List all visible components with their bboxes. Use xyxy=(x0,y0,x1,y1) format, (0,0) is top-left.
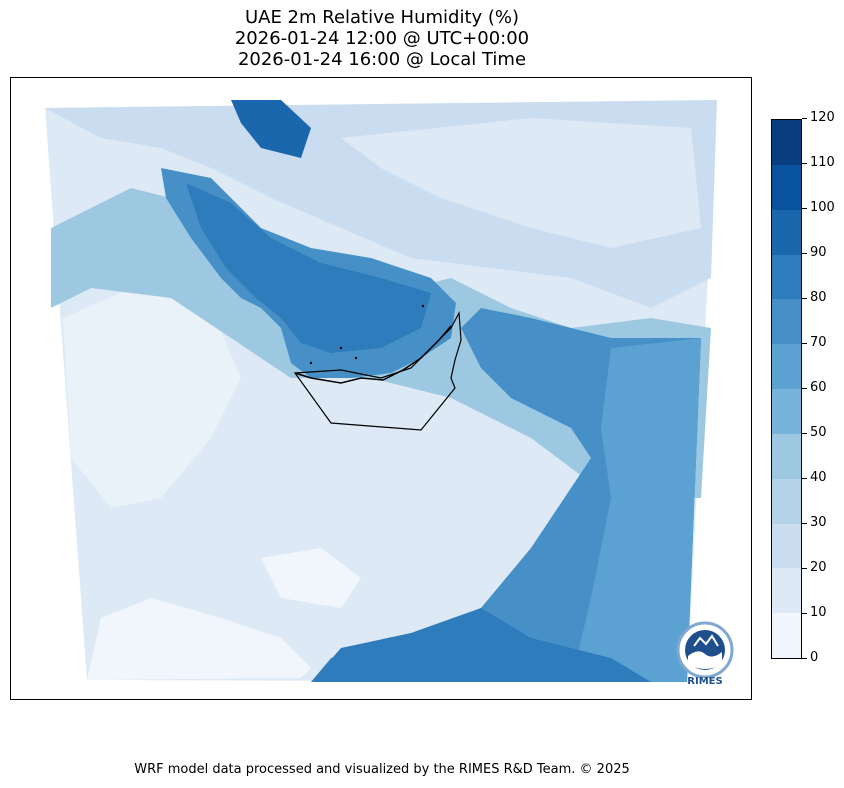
colorbar-tick-label: 110 xyxy=(810,155,835,170)
island-marker xyxy=(309,361,313,365)
colorbar-band xyxy=(772,298,801,345)
north-tip-humid xyxy=(231,100,311,158)
north-zone-light xyxy=(341,118,701,248)
colorbar-tick xyxy=(802,388,807,389)
colorbar-tick xyxy=(802,208,807,209)
credit-line: WRF model data processed and visualized … xyxy=(134,762,630,777)
colorbar-tick-label: 10 xyxy=(810,605,827,620)
title-line-2: 2026-01-24 12:00 @ UTC+00:00 xyxy=(234,28,530,49)
colorbar-tick-label: 50 xyxy=(810,425,827,440)
colorbar-band xyxy=(772,478,801,524)
colorbar-tick xyxy=(802,658,807,659)
colorbar-tick xyxy=(802,478,807,479)
colorbar-tick-label: 100 xyxy=(810,200,835,215)
gulf-core xyxy=(186,183,431,353)
title-line-1: UAE 2m Relative Humidity (%) xyxy=(244,7,520,28)
colorbar-tick-label: 40 xyxy=(810,470,827,485)
colorbar-band xyxy=(772,254,801,300)
colorbar-tick xyxy=(802,343,807,344)
colorbar-tick-label: 120 xyxy=(810,110,835,125)
colorbar-band xyxy=(772,164,801,210)
island-marker xyxy=(421,304,425,308)
colorbar-tick xyxy=(802,433,807,434)
colorbar-tick xyxy=(802,118,807,119)
colorbar-band xyxy=(772,523,801,569)
colorbar-band xyxy=(772,119,801,165)
colorbar-tick-label: 70 xyxy=(810,335,827,350)
colorbar-band xyxy=(772,343,801,389)
map-panel[interactable] xyxy=(10,77,752,700)
colorbar-band xyxy=(772,388,801,434)
south-coast-humid xyxy=(311,608,651,682)
uae-border xyxy=(293,310,462,431)
colorbar-tick xyxy=(802,298,807,299)
colorbar-tick xyxy=(802,523,807,524)
rimes-logo-text: RIMES xyxy=(687,676,723,687)
dry-zone-central xyxy=(261,548,361,608)
dry-zone-west xyxy=(63,288,241,508)
colorbar-tick xyxy=(802,568,807,569)
rimes-logo: RIMES xyxy=(668,620,742,692)
sea-offshore xyxy=(571,338,701,682)
colorbar-band xyxy=(772,567,801,614)
colorbar xyxy=(771,119,802,659)
colorbar-tick xyxy=(802,163,807,164)
colorbar-tick-label: 30 xyxy=(810,515,827,530)
rimes-emblem-icon xyxy=(676,621,734,679)
colorbar-band xyxy=(772,612,801,658)
title-line-3: 2026-01-24 16:00 @ Local Time xyxy=(237,49,527,70)
colorbar-tick xyxy=(802,613,807,614)
colorbar-tick-label: 0 xyxy=(810,650,819,665)
colorbar-tick-label: 80 xyxy=(810,290,827,305)
humidity-map xyxy=(45,100,717,682)
uae-coast xyxy=(294,325,452,384)
colorbar-tick xyxy=(802,253,807,254)
colorbar-band xyxy=(772,209,801,255)
dry-zone-south xyxy=(87,598,311,680)
colorbar-tick-label: 20 xyxy=(810,560,827,575)
island-marker xyxy=(354,356,358,360)
map-title: UAE 2m Relative Humidity (%) 2026-01-24 … xyxy=(0,7,764,70)
colorbar-tick-label: 90 xyxy=(810,245,827,260)
colorbar-tick-label: 60 xyxy=(810,380,827,395)
island-marker xyxy=(339,346,343,350)
colorbar-band xyxy=(772,433,801,479)
